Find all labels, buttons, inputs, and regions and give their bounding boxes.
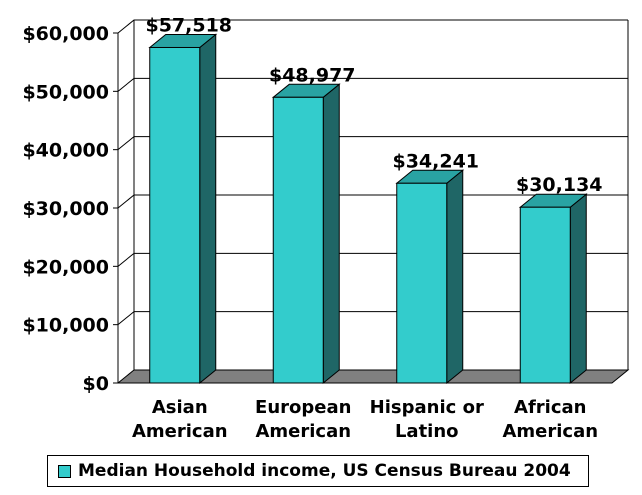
bar-side — [569, 193, 587, 385]
y-tick-label: $50,000 — [22, 81, 109, 103]
y-axis: $0 $10,000 $20,000 $30,000 $40,000 $50,000 $60… — [22, 23, 118, 395]
y-tick-label: $60,000 — [22, 23, 109, 45]
legend-label: Median Household income, US Census Burea… — [78, 461, 571, 481]
category-label: American — [502, 421, 598, 442]
data-label: $57,518 — [145, 14, 232, 36]
legend: Median Household income, US Census Burea… — [47, 455, 589, 487]
bar-side — [322, 83, 340, 385]
legend-swatch — [58, 464, 71, 478]
data-label: $48,977 — [269, 64, 356, 86]
y-tick-label: $30,000 — [22, 198, 109, 220]
bar — [395, 169, 465, 385]
y-tick-label: $20,000 — [22, 256, 109, 278]
category-label: American — [255, 421, 351, 442]
category-label: American — [132, 421, 228, 442]
data-label: $34,241 — [392, 150, 479, 172]
bar — [518, 193, 588, 385]
bar-chart: $0 $10,000 $20,000 $30,000 $40,000 $50,000 $60… — [22, 14, 630, 442]
category-label: African — [514, 397, 586, 418]
bar-front — [272, 96, 324, 384]
gridline — [117, 77, 628, 92]
data-label: $30,134 — [516, 174, 603, 196]
bar — [148, 33, 218, 385]
gridline — [117, 311, 628, 326]
gridline — [117, 194, 628, 209]
data-labels: $57,518 $48,977 $34,241 $30,134 — [145, 14, 602, 196]
category-label: Hispanic or — [370, 397, 484, 418]
bar-front — [396, 182, 448, 384]
bar — [271, 83, 341, 385]
category-label: Asian — [152, 397, 208, 418]
category-label: Latino — [395, 421, 459, 442]
bar-side — [446, 169, 464, 385]
gridline — [117, 136, 628, 151]
category-label: European — [255, 397, 351, 418]
bar-front — [149, 46, 201, 384]
gridline — [117, 19, 628, 34]
gridline — [117, 252, 628, 267]
y-tick-label: $10,000 — [22, 315, 109, 337]
y-tick-label: $40,000 — [22, 140, 109, 162]
bars — [148, 33, 588, 385]
y-tick-label: $0 — [83, 373, 109, 395]
bar-side — [199, 33, 217, 385]
x-axis-labels: Asian American European American Hispanic or… — [132, 397, 598, 442]
bar-front — [519, 206, 571, 384]
